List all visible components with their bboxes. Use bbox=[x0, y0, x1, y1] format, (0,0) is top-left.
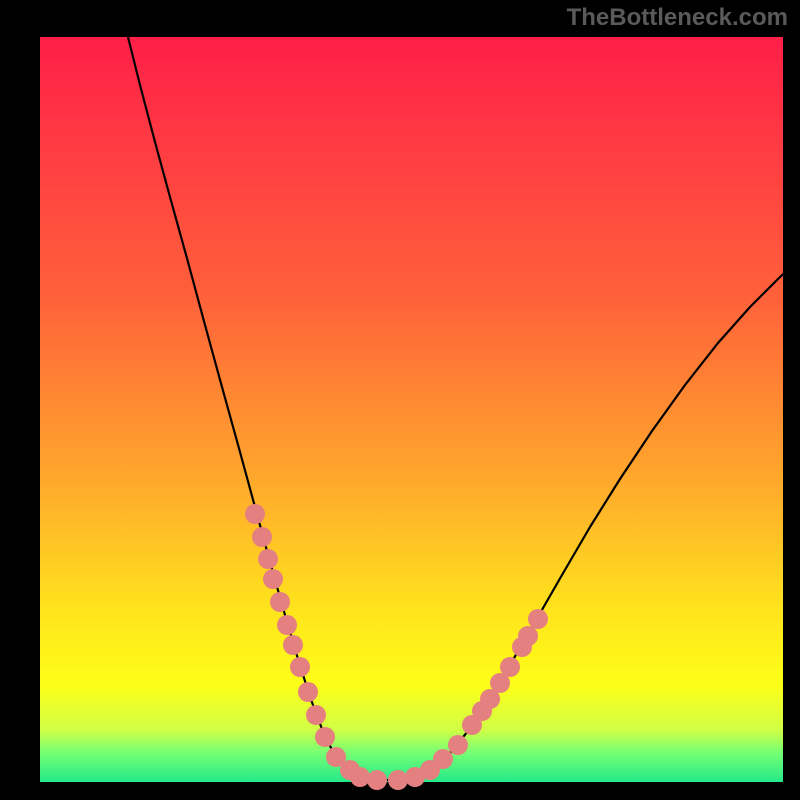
data-points-layer bbox=[40, 37, 783, 782]
data-point bbox=[258, 549, 278, 569]
data-point bbox=[518, 626, 538, 646]
data-point bbox=[245, 504, 265, 524]
data-point bbox=[270, 592, 290, 612]
data-point bbox=[367, 770, 387, 790]
chart-plot-area bbox=[40, 37, 783, 782]
watermark-text: TheBottleneck.com bbox=[567, 4, 788, 32]
data-point bbox=[263, 569, 283, 589]
data-point bbox=[306, 705, 326, 725]
data-point bbox=[298, 682, 318, 702]
data-point bbox=[448, 735, 468, 755]
data-point bbox=[315, 727, 335, 747]
data-point bbox=[277, 615, 297, 635]
data-point bbox=[252, 527, 272, 547]
data-point bbox=[283, 635, 303, 655]
data-point bbox=[500, 657, 520, 677]
data-point bbox=[528, 609, 548, 629]
data-point bbox=[290, 657, 310, 677]
